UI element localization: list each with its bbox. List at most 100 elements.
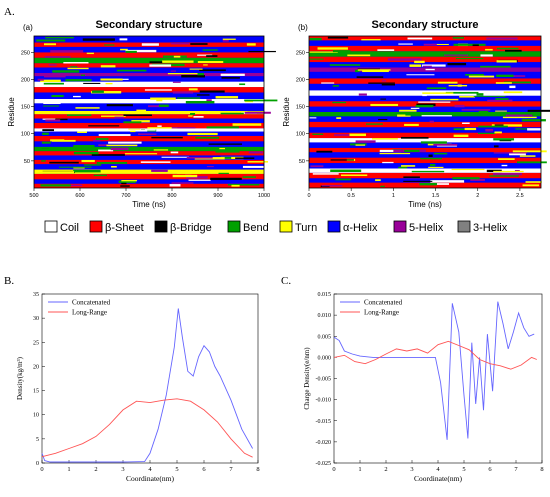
structure-speckle [356, 76, 384, 78]
x-tick-label: 5 [175, 466, 178, 473]
structure-speckle [222, 38, 236, 40]
structure-speckle [387, 58, 422, 61]
y-tick-label: 0.010 [318, 313, 332, 319]
structure-speckle [379, 149, 402, 153]
structure-speckle [380, 98, 387, 100]
structure-speckle [404, 123, 419, 126]
structure-speckle [398, 43, 413, 45]
structure-speckle [310, 165, 324, 168]
residue-band [309, 142, 541, 148]
structure-speckle [185, 100, 215, 104]
y-tick-label: 150 [21, 105, 30, 111]
structure-speckle [381, 80, 387, 82]
structure-speckle [408, 68, 418, 70]
residue-band [34, 135, 264, 142]
x-tick-label: 4 [436, 466, 440, 473]
structure-speckle [495, 110, 507, 112]
structure-speckle [48, 64, 57, 66]
structure-speckle [215, 96, 239, 99]
structure-speckle [36, 148, 62, 150]
structure-speckle [111, 166, 117, 168]
structure-speckle [199, 69, 226, 72]
legend-swatch [279, 220, 293, 233]
structure-speckle [420, 157, 442, 160]
y-tick-label: 100 [21, 132, 30, 138]
structure-speckle [433, 152, 448, 155]
residue-band [309, 112, 541, 117]
x-tick-label: 2 [384, 466, 387, 473]
structure-speckle [403, 180, 433, 182]
structure-speckle [312, 173, 339, 175]
structure-speckle [105, 82, 113, 85]
structure-speckle [448, 85, 468, 87]
structure-speckle [197, 73, 205, 76]
structure-speckle [77, 131, 87, 133]
structure-speckle [410, 107, 420, 109]
plot-frame [33, 35, 265, 189]
structure-speckle [170, 43, 190, 45]
structure-speckle [220, 112, 244, 115]
panel-label-B: B. [4, 275, 14, 287]
structure-speckle [147, 105, 169, 108]
structure-speckle [423, 43, 437, 46]
structure-speckle [206, 166, 214, 168]
structure-speckle [365, 123, 383, 125]
structure-speckle [206, 99, 212, 102]
legend-label: Bend [243, 222, 269, 234]
structure-speckle [106, 144, 138, 147]
residue-band [309, 172, 541, 179]
structure-speckle [502, 116, 537, 119]
structure-speckle [149, 61, 163, 64]
x-tick-label: 4 [148, 466, 152, 473]
structure-speckle [91, 90, 104, 93]
structure-speckle [470, 178, 485, 181]
structure-speckle [227, 183, 260, 186]
y-tick-label: 0.015 [318, 292, 332, 298]
structure-speckle [349, 133, 367, 137]
structure-speckle [210, 177, 242, 180]
structure-speckle [247, 161, 269, 163]
structure-speckle [138, 133, 157, 135]
structure-speckle [347, 54, 371, 57]
y-tick-label: 20 [33, 364, 39, 370]
structure-speckle [505, 49, 522, 52]
residue-band [34, 141, 264, 147]
structure-speckle [123, 114, 152, 117]
structure-speckle [88, 125, 120, 127]
structure-speckle [317, 47, 348, 50]
charge-density-chart: 0 1 2 3 4 5 6 7 8 -0.025 -0.020 -0.015 -0.010 -0.005 0… [303, 292, 544, 483]
structure-speckle [93, 139, 101, 142]
structure-speckle [63, 62, 89, 64]
structure-speckle [51, 94, 64, 98]
x-axis-label: Coordinate(nm) [414, 474, 462, 483]
structure-speckle [100, 78, 123, 81]
y-tick-label: 30 [33, 316, 39, 322]
structure-speckle [151, 136, 183, 139]
structure-speckle [398, 166, 408, 169]
structure-speckle [320, 52, 325, 55]
structure-speckle [110, 147, 129, 151]
residue-band [34, 57, 264, 64]
structure-speckle [371, 138, 398, 140]
structure-speckle [114, 116, 124, 119]
structure-speckle [459, 95, 475, 98]
structure-speckle [491, 124, 522, 127]
structure-speckle [421, 115, 452, 117]
structure-speckle [453, 134, 469, 138]
structure-speckle [521, 119, 546, 122]
structure-speckle [149, 64, 172, 67]
structure-speckle [141, 43, 159, 46]
structure-speckle [334, 134, 353, 136]
structure-speckle [422, 94, 427, 97]
structure-speckle [355, 69, 360, 73]
density-chart: 0 1 2 3 4 5 6 7 8 0 5 10 15 20 25 30 35 Coordinate(nm) Den… [16, 292, 260, 483]
structure-speckle [473, 95, 506, 97]
x-tick-label: 700 [121, 193, 130, 199]
legend-swatch [154, 220, 168, 233]
series-line [333, 340, 537, 370]
structure-speckle [480, 54, 493, 57]
structure-speckle [203, 64, 208, 66]
structure-speckle [316, 150, 333, 153]
structure-speckle [447, 62, 467, 66]
